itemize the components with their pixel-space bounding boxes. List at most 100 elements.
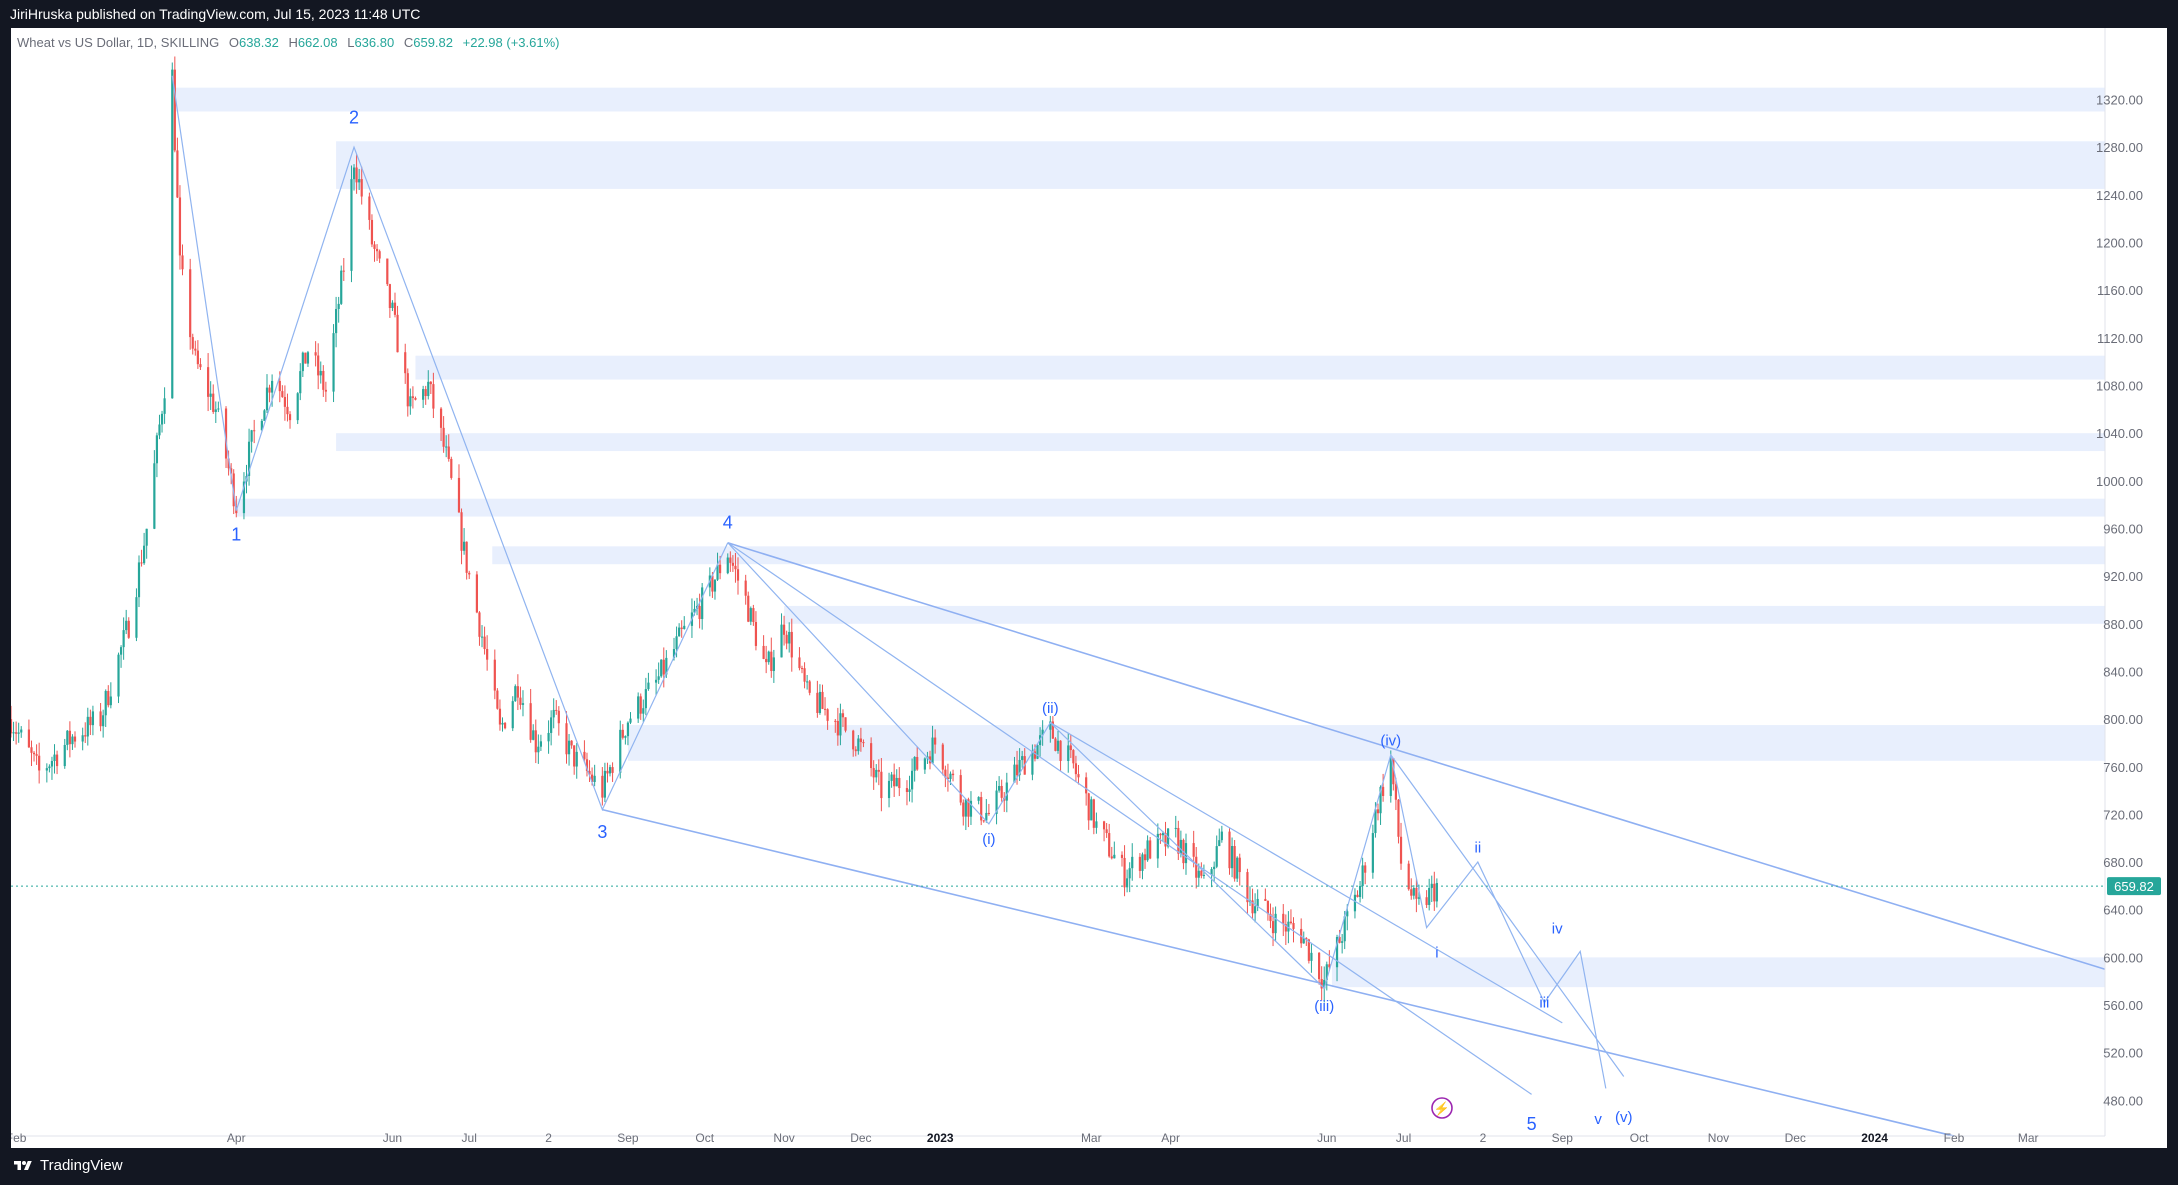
candle-body (429, 381, 432, 385)
candle-body (537, 746, 540, 753)
candle-body (212, 393, 215, 412)
time-tick-label: 2 (545, 1131, 552, 1145)
candle-body (585, 759, 589, 771)
lightning-icon: ⚡ (1434, 1101, 1450, 1117)
candle-body (593, 775, 596, 782)
candle-body (931, 737, 934, 764)
candle-body (565, 723, 568, 755)
candle-body (350, 179, 353, 271)
candle-body (207, 367, 210, 397)
time-tick-label: Apr (1161, 1131, 1180, 1145)
candle-body (1041, 729, 1044, 736)
price-tick-label: 1120.00 (2097, 331, 2143, 346)
low-label: L (347, 35, 355, 50)
candle-body (1164, 832, 1167, 847)
candle-body (214, 409, 217, 412)
candle-body (224, 408, 228, 459)
candle-body (1090, 799, 1093, 821)
candle-body (135, 597, 138, 638)
candle-body (199, 364, 202, 368)
wave-label: iv (1552, 921, 1563, 938)
candle-body (160, 413, 164, 425)
candle-body (547, 732, 550, 742)
candle-body (386, 258, 389, 285)
candle-body (880, 771, 883, 799)
candle-body (711, 575, 714, 592)
candle-body (1428, 888, 1431, 905)
candle-body (1072, 750, 1075, 764)
candle-body (550, 717, 553, 733)
publish-info: JiriHruska published on TradingView.com,… (10, 6, 421, 22)
candle-body (140, 562, 143, 564)
wave-guide-line (1050, 722, 1563, 1024)
candle-body (63, 744, 66, 767)
candle-body (304, 352, 307, 364)
candle-body (501, 722, 504, 725)
candle-body (1361, 865, 1364, 887)
brand[interactable]: TradingView (12, 1157, 123, 1174)
candle-body (875, 769, 878, 778)
candle-body (335, 308, 338, 334)
candle-body (1236, 857, 1239, 879)
candle-body (143, 545, 146, 564)
candle-body (1113, 854, 1116, 859)
candle-body (626, 722, 630, 737)
event-lightning-icon[interactable]: ⚡ (1431, 1097, 1453, 1119)
candle-body (754, 622, 758, 646)
candle-body (1015, 764, 1019, 776)
candle-body (1364, 865, 1367, 873)
chart-area[interactable]: 1 2 3 4 5 (i) (ii) (iii) (iv) (v) i ii iii iv v 480.00… (11, 28, 2167, 1148)
candle-body (1031, 751, 1034, 775)
candle-body (1200, 870, 1203, 876)
candle-body (1412, 887, 1415, 896)
candle-body (1320, 979, 1323, 989)
wave-lines (171, 75, 1625, 1095)
candle-body (1266, 900, 1270, 914)
time-tick-label: 2023 (927, 1131, 954, 1145)
candle-body (1346, 911, 1349, 917)
symbol-name: Wheat vs US Dollar, 1D, SKILLING (17, 35, 220, 50)
candle-body (752, 608, 755, 623)
candle-body (642, 708, 645, 714)
candle-body (1126, 878, 1129, 888)
candle-body (125, 620, 128, 631)
time-axis[interactable]: Feb Apr Jun Jul 2 Sep Oct Nov Dec 2023 Mar Apr Jun Ju… (11, 1131, 2105, 1145)
candle-body (27, 729, 31, 748)
candle-body (603, 770, 606, 798)
candle-body (1161, 832, 1165, 836)
candle-body (406, 373, 409, 407)
candle-body (683, 625, 686, 629)
price-tick-label: 880.00 (2103, 617, 2143, 632)
candle-body (1379, 786, 1382, 814)
candle-body (1069, 745, 1072, 751)
wave-label: (ii) (1042, 700, 1059, 717)
candle-body (982, 820, 985, 822)
candle-body (301, 352, 304, 372)
candle-body (409, 396, 412, 407)
candle-body (391, 302, 394, 309)
candle-body (762, 645, 765, 659)
candle-body (1146, 840, 1149, 861)
candle-body (1289, 921, 1293, 924)
candle-body (606, 770, 609, 774)
candle-body (629, 718, 632, 723)
candle-body (91, 711, 95, 726)
price-tick-label: 1240.00 (2096, 188, 2143, 203)
candle-body (734, 565, 737, 570)
candle-body (189, 269, 192, 338)
resistance-zone (627, 725, 2105, 761)
candle-body (396, 314, 399, 353)
candle-body (567, 740, 571, 755)
candle-body (621, 729, 624, 738)
price-axis[interactable]: 480.00 520.00 560.00 600.00 640.00 680.00 720.… (2096, 28, 2143, 1136)
candle-body (583, 751, 586, 760)
candle-body (498, 708, 502, 725)
candle-body (557, 710, 560, 724)
candle-body (1233, 846, 1236, 879)
candle-body (468, 572, 471, 575)
candle-body (340, 270, 343, 304)
candle-body (980, 797, 983, 821)
candle-body (281, 391, 284, 397)
candle-body (486, 649, 489, 660)
